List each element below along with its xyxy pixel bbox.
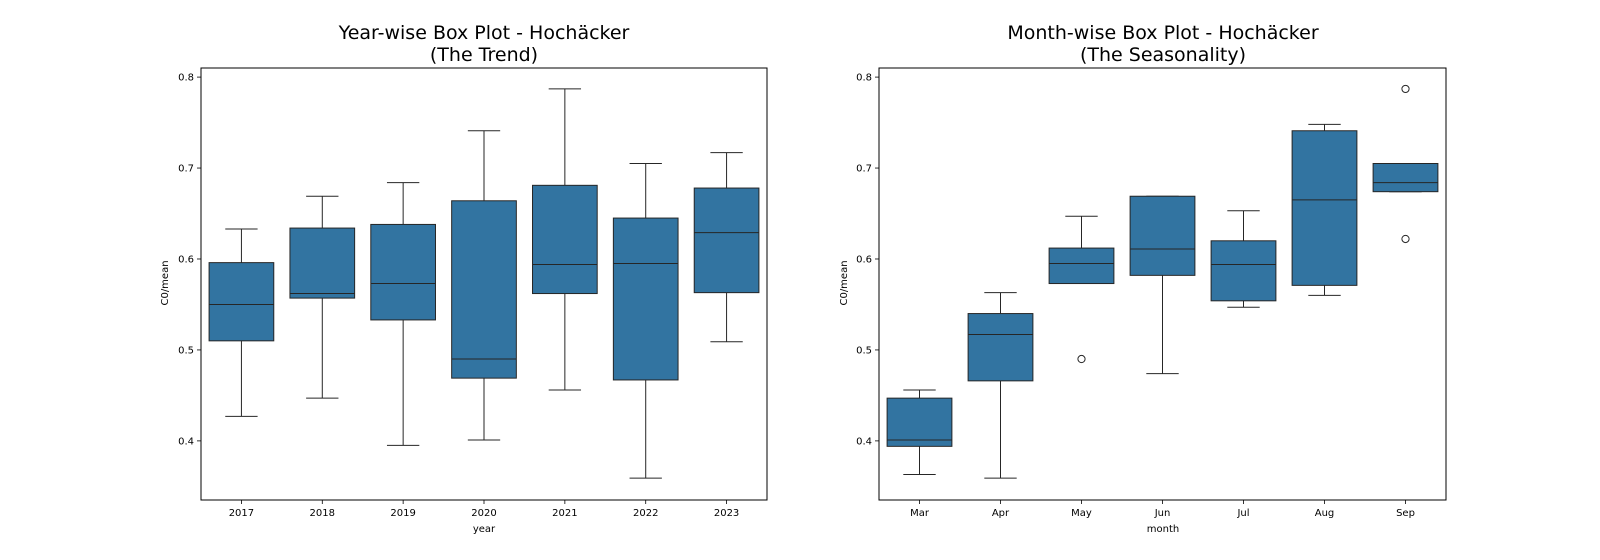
y-tick-label: 0.8 <box>178 73 194 84</box>
iqr-box <box>1291 130 1358 286</box>
box-Jun <box>1129 195 1196 375</box>
iqr-box <box>1129 195 1196 276</box>
chart-title: Month-wise Box Plot - Hochäcker <box>1007 22 1318 44</box>
x-tick-label: Apr <box>992 508 1010 519</box>
box-2019 <box>370 182 436 446</box>
y-axis-label: C0/mean <box>839 260 850 305</box>
x-axis-label: month <box>1147 524 1179 535</box>
x-tick-label: 2017 <box>229 508 254 519</box>
iqr-box <box>370 223 436 321</box>
x-tick-label: Jun <box>1154 508 1171 519</box>
year-wise-boxplot-panel: Year-wise Box Plot - Hochäcker (The Tren… <box>160 22 768 535</box>
box-May <box>1048 215 1115 364</box>
y-tick-label: 0.5 <box>856 345 872 356</box>
x-tick-label: Jul <box>1236 508 1249 519</box>
y-tick-label: 0.8 <box>856 73 872 84</box>
iqr-box <box>208 262 275 342</box>
y-tick-label: 0.4 <box>178 436 194 447</box>
box-Apr <box>967 292 1034 479</box>
box-Jul <box>1210 210 1277 308</box>
axes-frame <box>200 67 768 501</box>
iqr-box <box>612 217 679 381</box>
box-2022 <box>612 162 679 479</box>
x-tick-label: Sep <box>1396 508 1415 519</box>
y-tick-label: 0.6 <box>178 254 194 265</box>
plot-area: 0.4 0.5 0.6 0.7 0.8 2017 2018 2019 2020 2021 2022 2… <box>178 67 768 519</box>
y-tick-label: 0.7 <box>856 164 872 175</box>
axes-frame <box>878 67 1447 501</box>
x-tick-label: 2023 <box>714 508 739 519</box>
box-Sep <box>1372 84 1439 244</box>
month-wise-boxplot-panel: Month-wise Box Plot - Hochäcker (The Sea… <box>839 22 1447 535</box>
y-tick-label: 0.7 <box>178 164 194 175</box>
x-tick-label: 2018 <box>310 508 335 519</box>
x-tick-label: 2021 <box>552 508 577 519</box>
outlier-point <box>1401 84 1410 94</box>
y-tick-label: 0.5 <box>178 345 194 356</box>
x-tick-label: Mar <box>910 508 930 519</box>
y-tick-label: 0.4 <box>856 436 872 447</box>
box-2021 <box>532 88 598 391</box>
box-2023 <box>693 152 760 343</box>
chart-title: Year-wise Box Plot - Hochäcker <box>338 22 630 44</box>
x-axis-label: year <box>473 524 496 535</box>
x-tick-label: May <box>1071 508 1092 519</box>
x-tick-label: Aug <box>1315 508 1335 519</box>
x-tick-label: 2022 <box>633 508 658 519</box>
box-2017 <box>208 228 275 417</box>
iqr-box <box>532 184 598 295</box>
outlier-point <box>1077 354 1086 364</box>
x-tick-label: 2020 <box>471 508 496 519</box>
y-axis-label: C0/mean <box>160 260 171 305</box>
box-2018 <box>289 195 356 399</box>
chart-subtitle: (The Trend) <box>430 44 538 66</box>
box-Mar <box>886 389 953 476</box>
iqr-box <box>1048 247 1115 285</box>
iqr-box <box>1210 240 1277 302</box>
iqr-box <box>967 313 1034 382</box>
plot-area: 0.4 0.5 0.6 0.7 0.8 Mar Apr May Jun Jul Aug Sep <box>856 67 1447 519</box>
iqr-box <box>693 187 760 294</box>
iqr-box <box>1372 162 1439 193</box>
iqr-box <box>289 227 356 299</box>
box-Aug <box>1291 123 1358 296</box>
outlier-point <box>1401 234 1410 244</box>
iqr-box <box>451 200 517 379</box>
x-tick-label: 2019 <box>390 508 415 519</box>
y-tick-label: 0.6 <box>856 254 872 265</box>
iqr-box <box>886 397 953 447</box>
box-2020 <box>451 130 517 441</box>
chart-subtitle: (The Seasonality) <box>1080 44 1246 66</box>
